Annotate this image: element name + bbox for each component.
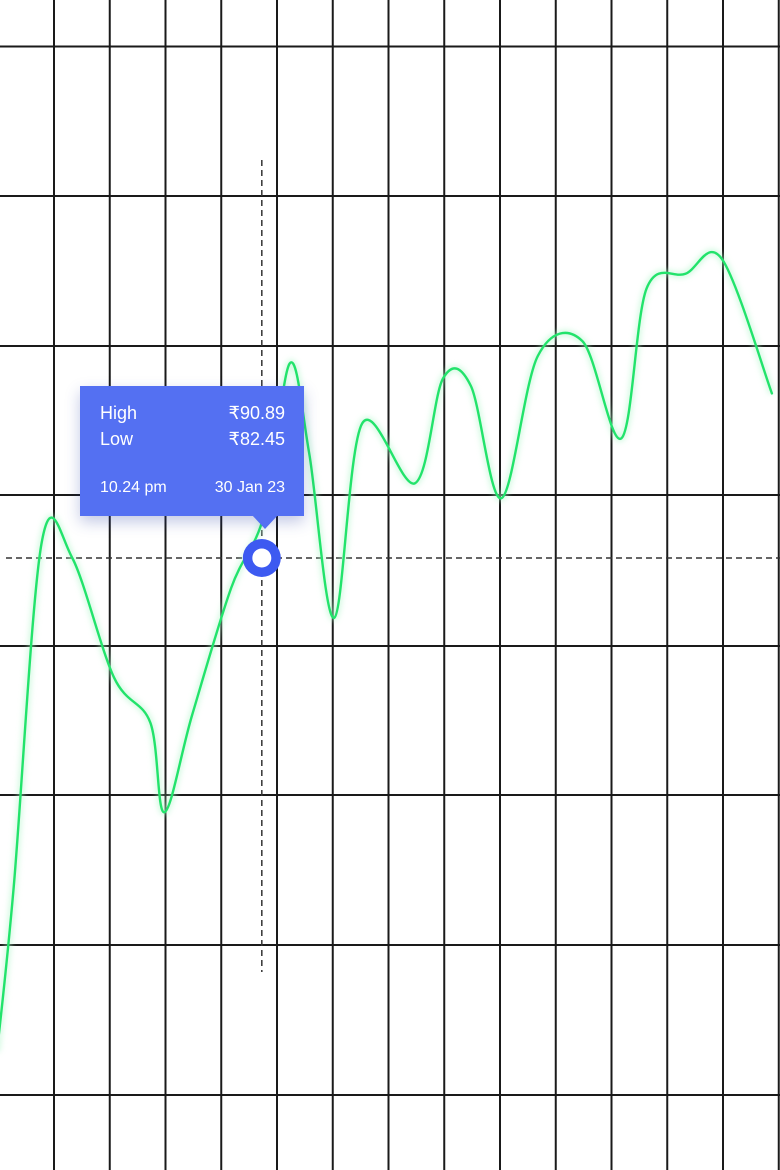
selected-point-center (252, 548, 272, 568)
tooltip-high-row: High ₹90.89 (100, 400, 285, 426)
tooltip-high-label: High (100, 403, 138, 423)
price-line-glow (0, 249, 775, 1052)
tooltip-low-label: Low (100, 429, 134, 449)
price-tooltip: High ₹90.89 Low ₹82.45 10.24 pm 30 Jan 2… (80, 386, 304, 529)
tooltip-high-value: ₹90.89 (228, 403, 286, 423)
crosshair (6, 160, 780, 972)
tooltip-low-row: Low ₹82.45 (100, 426, 285, 452)
tooltip-low-value: ₹82.45 (228, 429, 286, 449)
price-line[interactable] (0, 250, 774, 1052)
tooltip-footer: 10.24 pm 30 Jan 23 (100, 478, 285, 498)
tooltip-time: 10.24 pm (100, 479, 167, 496)
tooltip-date: 30 Jan 23 (214, 479, 285, 496)
selected-point-marker[interactable] (242, 539, 281, 577)
tooltip-pointer (252, 515, 278, 529)
